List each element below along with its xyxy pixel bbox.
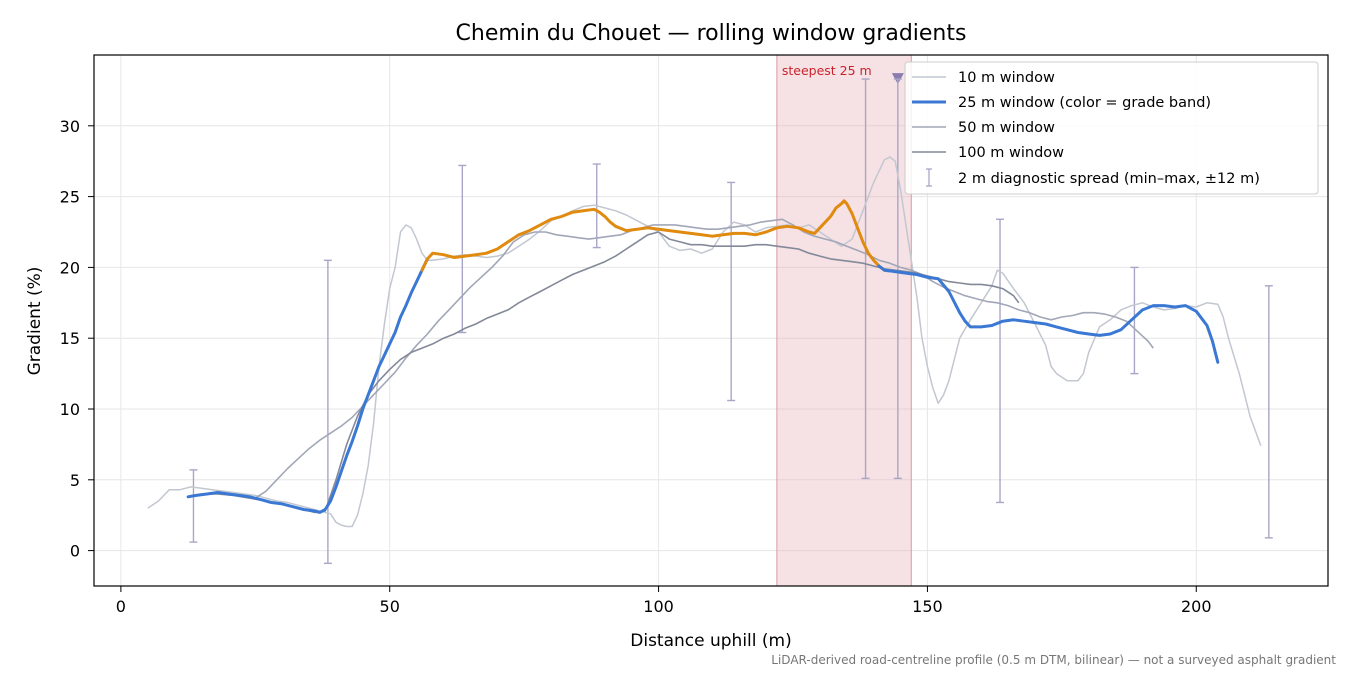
x-tick-label: 50 [380, 597, 400, 616]
x-tick-label: 150 [912, 597, 943, 616]
y-axis-label: Gradient (%) [25, 267, 45, 376]
y-tick-label: 15 [60, 329, 80, 348]
legend: 10 m window 25 m window (color = grade b… [904, 61, 1319, 195]
plot-frame [93, 54, 1329, 587]
series-line-25m-steep [420, 199, 886, 272]
legend-label-50m: 50 m window [958, 120, 1055, 136]
x-tick-label: 0 [116, 597, 126, 616]
series-line-10m [147, 156, 1262, 528]
x-tick-label: 100 [643, 597, 674, 616]
legend-swatch-errorbar [926, 168, 932, 187]
axis-ticks: 0 50 100 150 200 0 5 10 15 20 25 30 [60, 117, 1212, 616]
legend-box [904, 61, 1319, 195]
error-bars [189, 78, 1273, 565]
series-line-25m [877, 264, 1220, 364]
grid-layer [94, 55, 1328, 586]
y-tick-label: 20 [60, 258, 80, 277]
series-line-50m [254, 218, 1154, 499]
x-tick-label: 200 [1181, 597, 1212, 616]
legend-label-errorbar: 2 m diagnostic spread (min–max, ±12 m) [958, 171, 1260, 187]
y-tick-label: 30 [60, 117, 80, 136]
y-tick-label: 0 [70, 542, 80, 561]
steepest-segment-highlight: steepest 25 m [776, 54, 912, 587]
y-tick-label: 10 [60, 400, 80, 419]
legend-label-10m: 10 m window [958, 70, 1055, 86]
y-tick-label: 25 [60, 188, 80, 207]
footnote: LiDAR-derived road-centreline profile (0… [771, 653, 1336, 667]
chart-title: Chemin du Chouet — rolling window gradie… [456, 21, 967, 46]
series-lines [147, 156, 1262, 528]
steepest-label: steepest 25 m [782, 63, 872, 78]
y-tick-label: 5 [70, 471, 80, 490]
steepest-band [776, 54, 912, 587]
legend-label-25m: 25 m window (color = grade band) [958, 95, 1211, 111]
legend-label-100m: 100 m window [958, 145, 1064, 161]
series-line-25m [186, 257, 429, 514]
x-axis-label: Distance uphill (m) [630, 631, 791, 651]
